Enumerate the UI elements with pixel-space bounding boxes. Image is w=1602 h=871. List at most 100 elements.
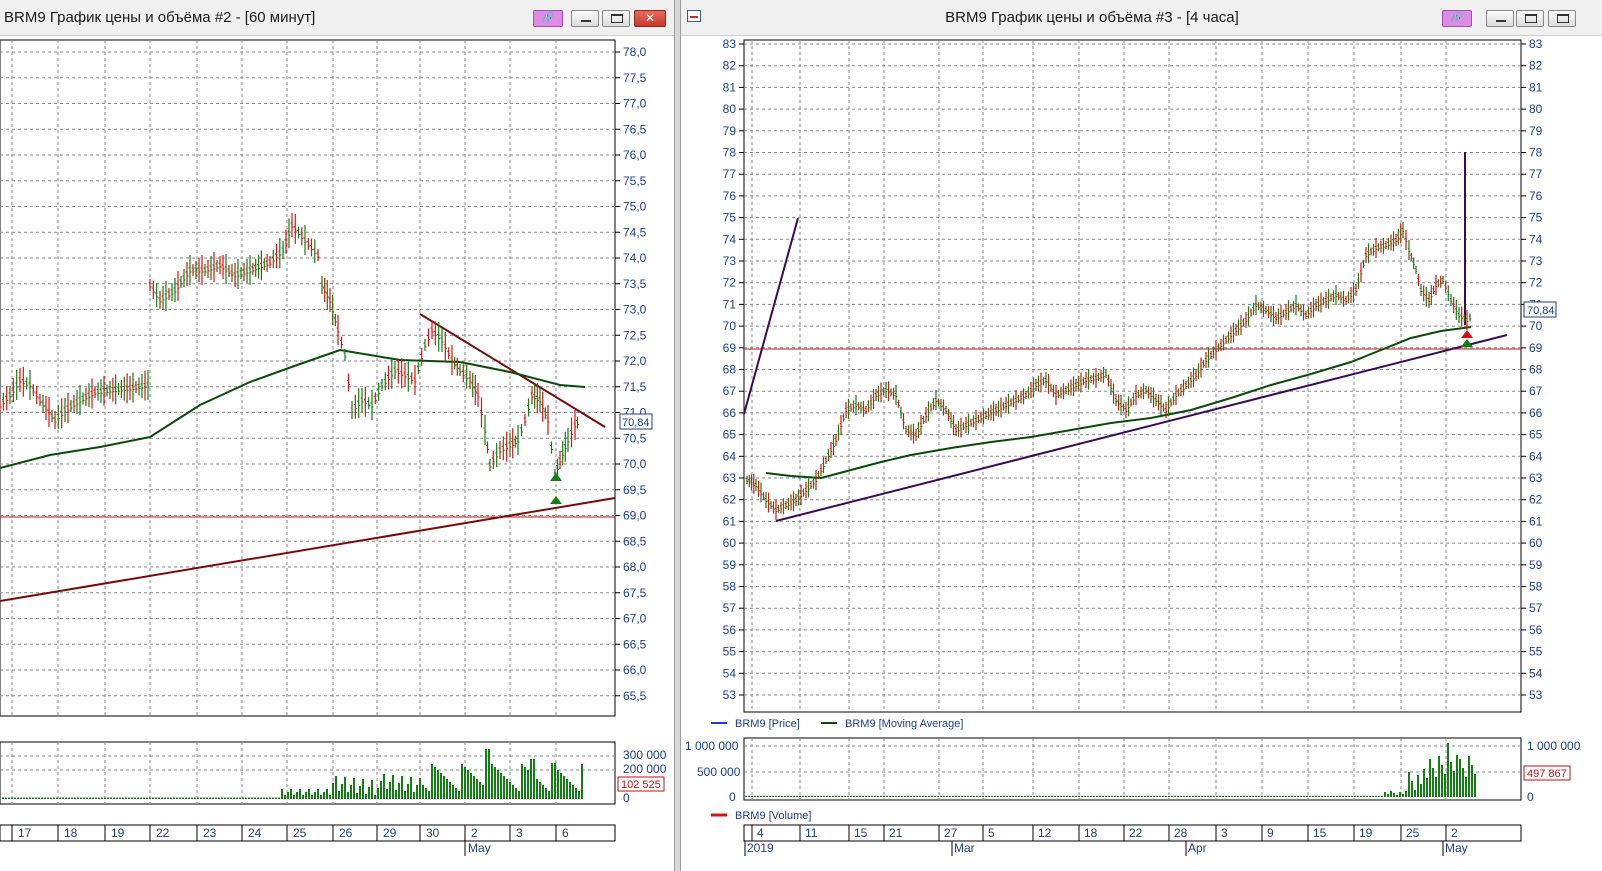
chart-canvas[interactable]: 83 83 82 82 81 81 80 80 79 79 78 78 77 77 76 76 75 75 74 74… [681, 0, 1602, 871]
volume-bar [1168, 795, 1170, 797]
volume-bar [1123, 795, 1125, 797]
volume-bar [422, 785, 424, 799]
volume-bar [1111, 795, 1113, 797]
volume-bar [949, 795, 951, 797]
maximize-button[interactable] [1516, 10, 1544, 27]
price-plot-area[interactable] [0, 39, 616, 717]
volume-bar [428, 791, 430, 799]
volume-bar [227, 797, 229, 799]
volume-bar [823, 795, 825, 797]
volume-bar [1381, 795, 1383, 797]
price-tick-label-left: 63 [723, 471, 737, 485]
volume-bar [907, 795, 909, 797]
volume-bar [89, 797, 91, 799]
title-bar[interactable]: BRM9 График цены и объёма #3 - [4 часа] … [681, 0, 1602, 36]
volume-bar [1243, 795, 1245, 797]
volume-bar [1447, 743, 1449, 797]
price-tick-label: 71,5 [623, 380, 647, 394]
volume-bar [1087, 795, 1089, 797]
volume-bar [1198, 795, 1200, 797]
price-tick-label-left: 70 [723, 319, 737, 333]
volume-bar [140, 797, 142, 799]
volume-bar [1090, 795, 1092, 797]
volume-bar [1048, 795, 1050, 797]
price-tick-label-left: 57 [723, 601, 737, 615]
volume-bar [8, 797, 10, 799]
volume-bar [365, 794, 367, 799]
volume-bar [503, 776, 505, 799]
price-tick-label-left: 80 [723, 102, 737, 116]
volume-bar [1474, 774, 1476, 797]
volume-bar [137, 797, 139, 799]
volume-bar [131, 797, 133, 799]
minimize-button[interactable] [1486, 10, 1514, 27]
volume-bar [152, 797, 154, 799]
support-trend-line[interactable] [0, 497, 616, 602]
volume-bar [182, 797, 184, 799]
volume-bar [1075, 795, 1077, 797]
volume-bar [371, 780, 373, 799]
volume-bar [994, 795, 996, 797]
support-trend-line[interactable] [775, 334, 1508, 522]
volume-plot-area[interactable] [743, 737, 1522, 801]
volume-bar [32, 797, 34, 799]
volume-bar [173, 797, 175, 799]
title-bar[interactable]: BRM9 График цены и объёма #2 - [60 минут… [0, 0, 674, 36]
volume-bar [221, 797, 223, 799]
volume-bar [1441, 765, 1443, 797]
legend-price-label[interactable]: BRM9 [Price] [735, 718, 800, 730]
volume-bar [527, 770, 529, 799]
volume-bar [218, 797, 220, 799]
price-tick-label: 73,0 [623, 303, 647, 317]
resistance-trend-line[interactable] [419, 313, 606, 428]
chart-window-60min[interactable]: BRM9 График цены и объёма #2 - [60 минут… [0, 0, 675, 871]
ray-line[interactable] [743, 217, 799, 415]
volume-bar [982, 795, 984, 797]
volume-bar [916, 795, 918, 797]
volume-bar [353, 778, 355, 799]
chart-window-4h[interactable]: BRM9 График цены и объёма #3 - [4 часа] … [680, 0, 1602, 871]
price-tick-label-left: 77 [723, 167, 737, 181]
chart-canvas[interactable]: 78,0 77,5 77,0 76,5 76,0 75,5 75,0 74,5 74,0 73,5… [0, 0, 675, 871]
minimize-button[interactable] [571, 10, 599, 27]
volume-bar [772, 795, 774, 797]
volume-bar [1093, 795, 1095, 797]
price-tick-label-left: 83 [723, 37, 737, 51]
legend-ma-label[interactable]: BRM9 [Moving Average] [845, 718, 963, 730]
volume-bar [437, 770, 439, 799]
volume-bar [167, 797, 169, 799]
volume-bar [763, 795, 765, 797]
volume-bar [1216, 795, 1218, 797]
price-plot-area[interactable] [743, 39, 1522, 713]
volume-bar [395, 790, 397, 799]
volume-bar [859, 795, 861, 797]
maximize-button[interactable] [602, 10, 630, 27]
volume-bar [895, 795, 897, 797]
volume-bar [188, 797, 190, 799]
volume-bar [62, 797, 64, 799]
volume-bar [1021, 795, 1023, 797]
restore-button[interactable] [1548, 10, 1576, 27]
volume-bar [260, 797, 262, 799]
volume-bar [554, 763, 556, 799]
link-button[interactable]: 🔗 [533, 10, 563, 27]
legend-volume-label[interactable]: BRM9 [Volume] [735, 810, 811, 822]
volume-bar [251, 797, 253, 799]
volume-bar [563, 776, 565, 799]
close-button[interactable]: ✕ [634, 10, 666, 27]
volume-bar [1195, 795, 1197, 797]
volume-bar [1057, 795, 1059, 797]
volume-bar [1393, 793, 1395, 797]
volume-bar [790, 795, 792, 797]
volume-bar [868, 795, 870, 797]
date-label: 15 [854, 826, 868, 840]
volume-bar [1138, 795, 1140, 797]
link-button[interactable]: 🔗 [1442, 10, 1472, 27]
volume-bar [485, 749, 487, 799]
price-tick-label-right: 66 [1529, 406, 1543, 420]
buy-signal-arrow-up-icon [1461, 339, 1473, 347]
volume-bar [1459, 759, 1461, 797]
volume-bar [266, 797, 268, 799]
price-tick-label: 75,0 [623, 200, 647, 214]
volume-bar [407, 784, 409, 799]
